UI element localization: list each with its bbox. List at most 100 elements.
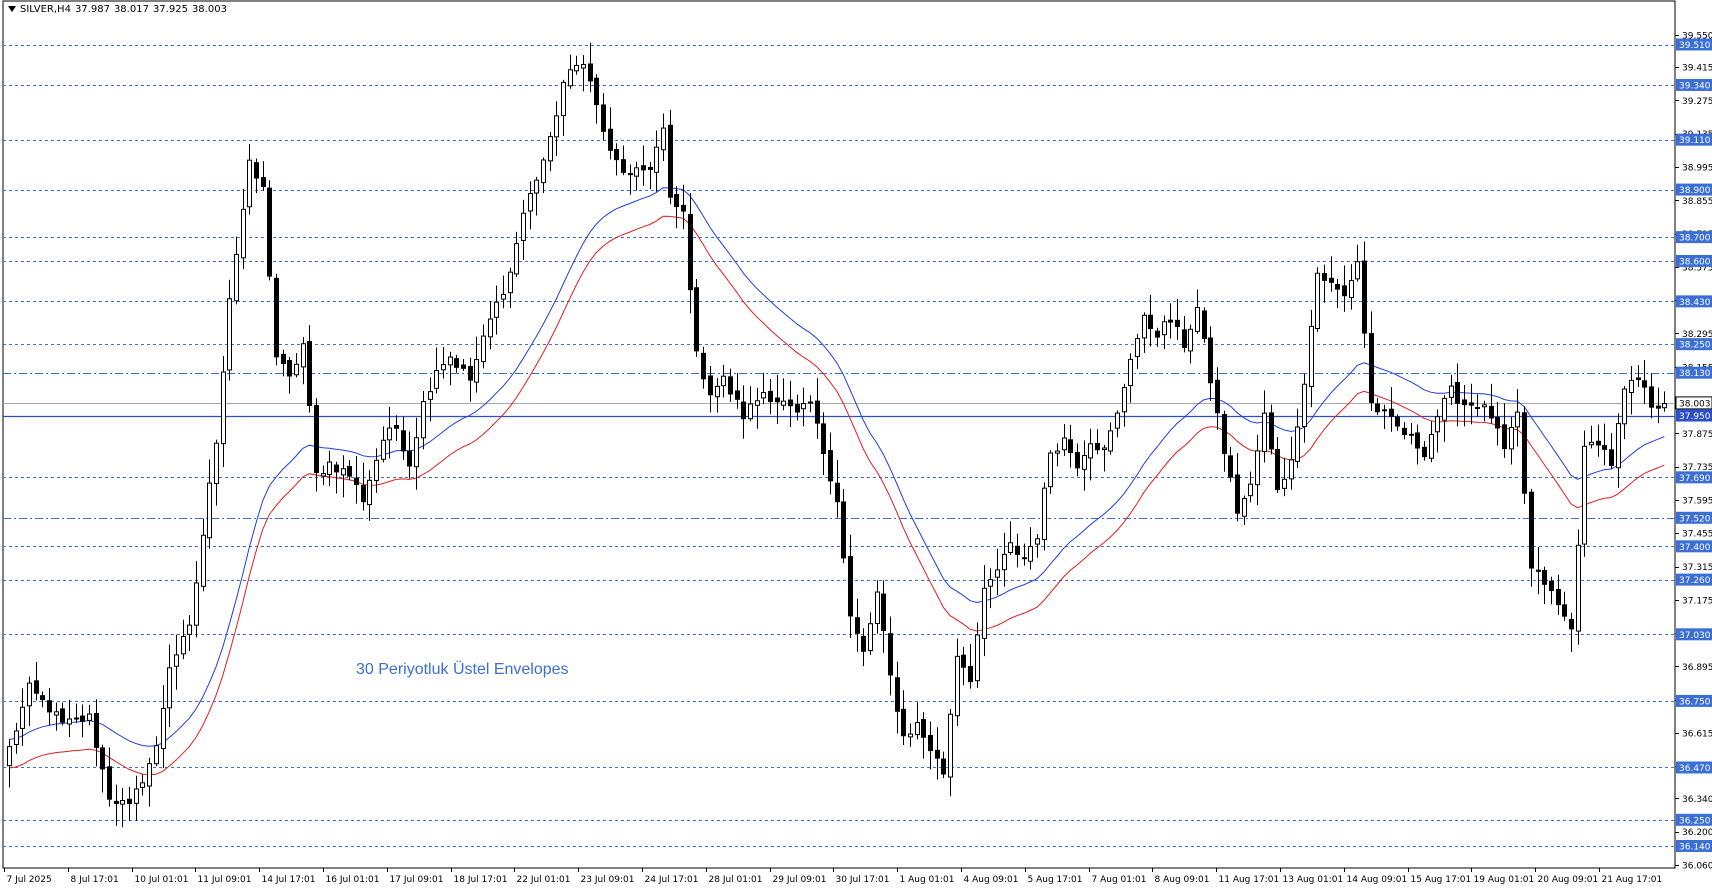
candle-body [1509,427,1514,450]
candle-body [728,376,733,395]
level-badge-label: 38.250 [1679,341,1711,351]
candle-body [1342,285,1347,297]
candle-body [1035,538,1040,545]
level-badge-label: 38.430 [1679,298,1711,308]
candle-body [1175,319,1180,328]
level-badge [1676,471,1712,484]
candle-body [1435,416,1440,433]
candle-body [1402,427,1407,436]
candle-body [1649,386,1654,408]
candle-body [554,115,559,138]
candle-body [1475,407,1480,410]
candle-body [601,104,606,132]
candle-body [241,208,246,259]
candle-body [614,149,619,161]
candle-body [481,335,486,363]
candle-body [1195,307,1200,332]
x-tick-label: 10 Jul 01:01 [135,875,189,885]
candle-body [254,162,259,179]
candle-body [107,766,112,800]
candle-body [1128,358,1133,387]
candle-body [140,782,145,788]
candle-body [47,700,52,713]
candle-body [14,730,19,745]
candle-body [561,81,566,117]
candle-body [381,439,386,460]
level-badge-label: 37.950 [1679,412,1711,422]
candle-body [1369,333,1374,404]
level-badge [1676,133,1712,146]
envelope-upper-line [8,187,1665,747]
candle-body [454,358,459,368]
candle-body [621,159,626,173]
candle-body [541,159,546,184]
candle-body [1395,416,1400,427]
y-tick-label: 39.550 [1682,32,1712,42]
candle-body [227,298,232,371]
candle-body [174,654,179,667]
candle-body [1295,426,1300,462]
candle-body [948,713,953,778]
level-badge-label: 36.140 [1679,842,1711,852]
candle-body [975,634,980,682]
candle-body [1202,310,1207,340]
y-tick-label: 38.995 [1682,163,1712,173]
candle-body [167,667,172,709]
candle-body [161,707,166,750]
candle-body [748,403,753,420]
candle-body [761,392,766,399]
candle-body [715,385,720,398]
candle-body [674,194,679,208]
candle-body [501,293,506,300]
candle-body [27,682,32,707]
candle-body [1008,542,1013,553]
candle-body [1489,405,1494,419]
candle-body [875,591,880,625]
candle-body [654,146,659,173]
candle-body [468,366,473,381]
candle-body [414,437,419,468]
plot-frame [2,0,1676,869]
level-badge-label: 38.130 [1679,369,1711,379]
candle-body [187,624,192,635]
dropdown-triangle-icon[interactable] [8,6,16,12]
candle-body [127,798,132,805]
candle-body [54,711,59,716]
candle-body [307,340,312,406]
level-badge-label: 39.510 [1679,41,1711,51]
candle-body [1515,411,1520,428]
candle-body [1309,325,1314,387]
candle-body [1062,437,1067,451]
level-badge [1676,338,1712,351]
candle-body [441,364,446,371]
candle-body [801,403,806,410]
candle-body [808,401,813,404]
candle-body [528,193,533,212]
candle-body [815,400,820,424]
candle-body [701,352,706,380]
candle-body [87,713,92,721]
candle-body [1482,404,1487,408]
candle-body [428,391,433,400]
candle-body [982,587,987,639]
candle-body [1569,618,1574,630]
candle-body [868,623,873,652]
level-badge-label: 38.900 [1679,186,1711,196]
candle-body [461,364,466,369]
candle-body [367,479,372,506]
candle-body [955,655,960,717]
level-badge [1676,540,1712,553]
candle-body [120,800,125,805]
x-tick-label: 14 Jul 17:01 [262,875,316,885]
candle-body [688,213,693,291]
candle-body [1536,569,1541,572]
candle-body [608,128,613,151]
candle-body [394,424,399,429]
candle-body [755,400,760,406]
candle-body [901,708,906,737]
candle-body [1162,321,1167,336]
candle-body [921,719,926,738]
candle-body [347,466,352,477]
